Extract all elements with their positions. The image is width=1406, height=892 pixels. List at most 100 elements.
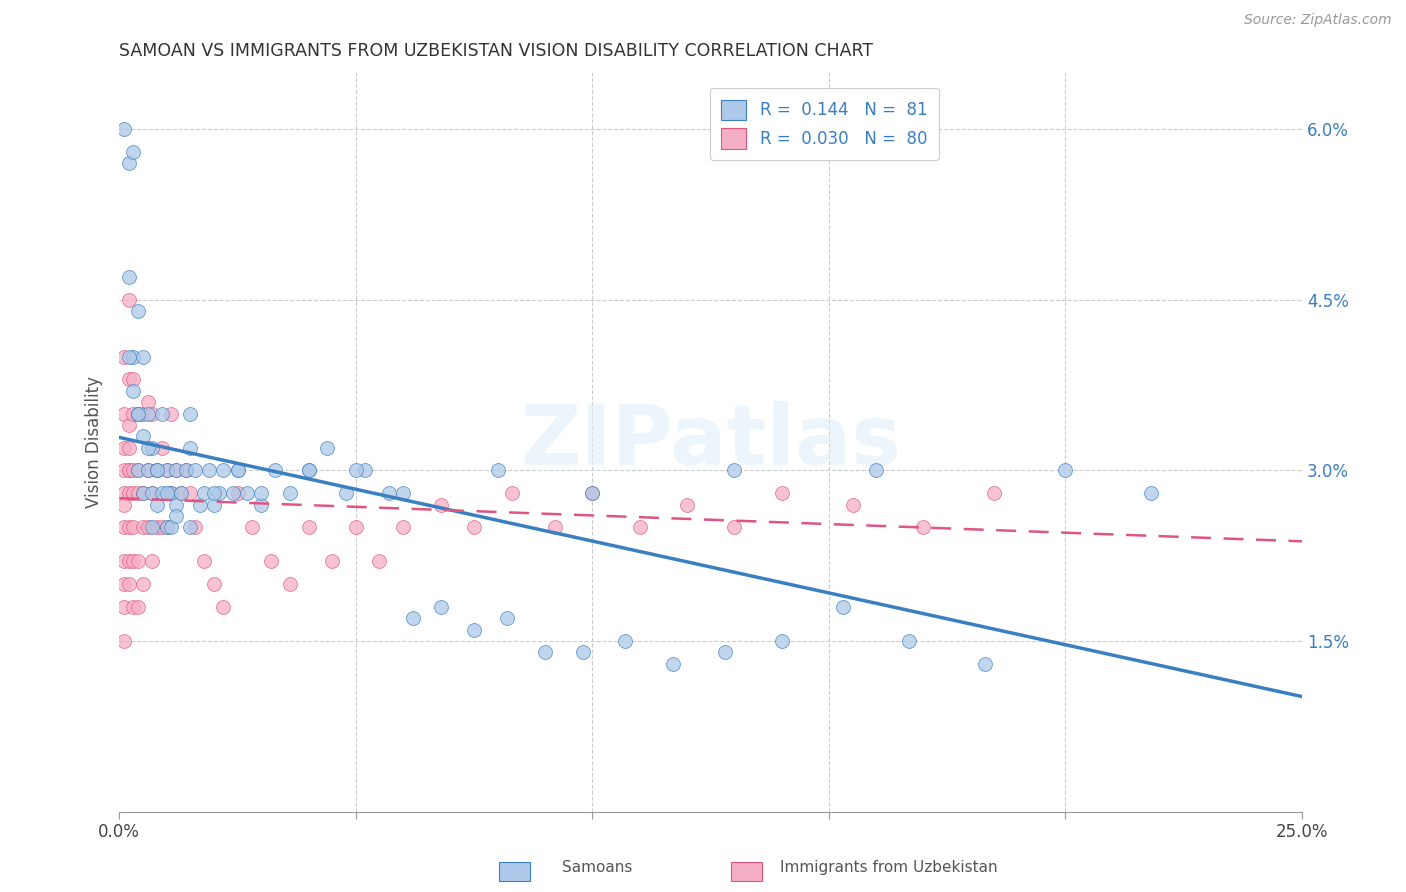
Point (141, 486, 163, 500)
Point (297, 463, 319, 477)
Point (112, 463, 135, 477)
Point (193, 486, 215, 500)
Point (165, 498, 187, 512)
Point (112, 498, 135, 512)
Point (572, 645, 595, 659)
Point (250, 486, 273, 500)
Point (240, 520, 263, 534)
Text: SAMOAN VS IMMIGRANTS FROM UZBEKISTAN VISION DISABILITY CORRELATION CHART: SAMOAN VS IMMIGRANTS FROM UZBEKISTAN VIS… (120, 42, 873, 60)
Point (344, 520, 367, 534)
Point (141, 486, 163, 500)
Point (132, 429, 155, 443)
Point (179, 441, 201, 455)
Point (260, 554, 283, 568)
Point (179, 520, 201, 534)
Y-axis label: Vision Disability: Vision Disability (86, 376, 103, 508)
Point (112, 599, 135, 614)
Point (354, 463, 377, 477)
Point (136, 407, 159, 421)
Point (122, 554, 145, 568)
Point (146, 463, 169, 477)
Point (628, 520, 651, 534)
Point (184, 520, 207, 534)
Point (112, 520, 135, 534)
Point (250, 498, 273, 512)
Point (112, 350, 135, 364)
Point (150, 520, 173, 534)
Point (132, 520, 155, 534)
Point (160, 486, 183, 500)
Point (170, 486, 193, 500)
Point (122, 145, 145, 159)
Point (723, 463, 745, 477)
Point (141, 520, 163, 534)
Point (122, 520, 145, 534)
Point (118, 463, 141, 477)
Point (614, 634, 637, 648)
Point (368, 554, 391, 568)
Point (155, 463, 177, 477)
Point (155, 520, 177, 534)
Point (1054, 463, 1077, 477)
Point (226, 463, 249, 477)
Point (136, 395, 159, 409)
Point (430, 599, 453, 614)
Point (118, 156, 141, 170)
Point (150, 486, 173, 500)
Point (202, 498, 225, 512)
Point (193, 554, 215, 568)
Point (212, 599, 235, 614)
Point (297, 520, 319, 534)
Point (122, 463, 145, 477)
Point (118, 520, 141, 534)
Point (118, 441, 141, 455)
Point (661, 657, 683, 671)
Point (264, 463, 287, 477)
Point (132, 350, 155, 364)
Point (486, 463, 509, 477)
Point (463, 623, 485, 637)
Point (112, 577, 135, 591)
Point (198, 463, 221, 477)
Point (122, 384, 145, 398)
Point (297, 463, 319, 477)
Point (112, 122, 135, 136)
Point (146, 463, 169, 477)
Point (165, 463, 187, 477)
Point (378, 486, 401, 500)
Point (122, 350, 145, 364)
Point (160, 407, 183, 421)
Point (496, 611, 519, 625)
Point (155, 463, 177, 477)
Point (165, 463, 187, 477)
Point (1139, 486, 1161, 500)
Point (132, 486, 155, 500)
Point (160, 486, 183, 500)
Point (983, 486, 1005, 500)
Point (463, 520, 485, 534)
Point (174, 463, 197, 477)
Point (150, 441, 173, 455)
Point (150, 407, 173, 421)
Point (202, 577, 225, 591)
Point (118, 577, 141, 591)
Point (226, 486, 249, 500)
Point (179, 486, 201, 500)
Point (865, 463, 887, 477)
Point (770, 486, 793, 500)
Text: Source: ZipAtlas.com: Source: ZipAtlas.com (1244, 13, 1392, 28)
Point (112, 441, 135, 455)
Point (127, 463, 149, 477)
Point (118, 293, 141, 307)
Point (832, 599, 855, 614)
Point (112, 554, 135, 568)
Point (174, 463, 197, 477)
Point (127, 407, 149, 421)
Point (118, 350, 141, 364)
Point (118, 486, 141, 500)
Text: Samoans: Samoans (562, 861, 633, 875)
Point (212, 463, 235, 477)
Point (226, 463, 249, 477)
Point (165, 508, 187, 523)
Point (141, 441, 163, 455)
